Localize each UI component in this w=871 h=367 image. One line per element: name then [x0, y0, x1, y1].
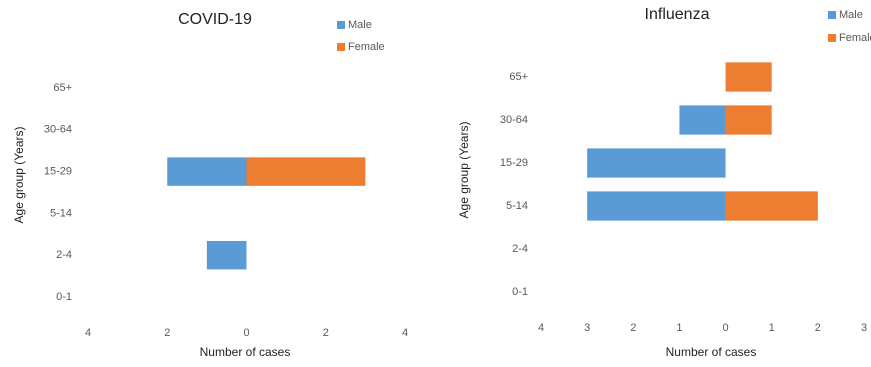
legend-label: Male	[839, 9, 863, 21]
bar	[587, 191, 726, 221]
y-tick-label: 65+	[53, 82, 72, 94]
legend-label: Male	[348, 19, 372, 31]
x-tick-label: 2	[323, 327, 329, 339]
y-tick-label: 30-64	[44, 124, 72, 136]
x-tick-label: 2	[164, 327, 170, 339]
x-axis-label: Number of cases	[666, 345, 757, 359]
chart-title: Influenza	[645, 6, 710, 23]
y-axis-label: Age group (Years)	[12, 127, 26, 224]
bar	[725, 105, 772, 135]
legend-swatch	[828, 34, 836, 42]
x-tick-label: 3	[584, 322, 590, 334]
legend-swatch	[337, 21, 345, 29]
x-tick-label: 0	[723, 322, 729, 334]
x-tick-label: 4	[538, 322, 544, 334]
y-tick-label: 2-4	[512, 243, 528, 255]
legend-label: Female	[348, 41, 385, 53]
bar	[167, 157, 247, 186]
bar	[725, 191, 818, 221]
bar	[206, 240, 247, 270]
legend-swatch	[828, 11, 836, 19]
x-tick-label: 1	[769, 322, 775, 334]
y-axis-label: Age group (Years)	[457, 122, 471, 219]
x-tick-label: 2	[815, 322, 821, 334]
y-tick-label: 2-4	[56, 249, 72, 261]
y-tick-label: 0-1	[512, 286, 528, 298]
x-tick-label: 4	[402, 327, 408, 339]
legend-label: Female	[839, 32, 871, 44]
legend-swatch	[337, 43, 345, 51]
x-axis-label: Number of cases	[200, 345, 291, 359]
x-tick-label: 0	[243, 327, 249, 339]
y-tick-label: 15-29	[500, 157, 528, 169]
x-tick-label: 2	[630, 322, 636, 334]
y-tick-label: 5-14	[50, 207, 72, 219]
y-tick-label: 15-29	[44, 166, 72, 178]
y-tick-label: 30-64	[500, 114, 528, 126]
x-tick-label: 1	[676, 322, 682, 334]
y-tick-label: 0-1	[56, 291, 72, 303]
chart-title: COVID-19	[178, 11, 252, 28]
bar	[587, 148, 726, 178]
bar	[725, 62, 772, 92]
bar	[246, 157, 366, 186]
x-tick-label: 3	[861, 322, 867, 334]
y-tick-label: 65+	[509, 71, 528, 83]
x-tick-label: 4	[85, 327, 91, 339]
bar	[679, 105, 726, 135]
y-tick-label: 5-14	[506, 200, 528, 212]
